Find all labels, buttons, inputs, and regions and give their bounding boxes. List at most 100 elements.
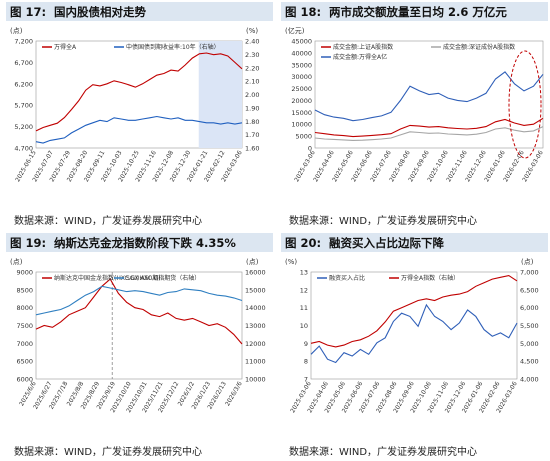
plot-frame <box>310 271 518 380</box>
chart-title: 融资买入占比边际下降 <box>329 236 444 250</box>
chart-title: 纳斯达克金龙指数阶段下跌 4.35% <box>54 236 236 250</box>
y-left-tick: 35000 <box>291 61 312 69</box>
y-right-tick: 6,000 <box>520 304 539 312</box>
y-right-tick: 4,500 <box>520 358 539 366</box>
y-left-tick: 10000 <box>291 121 312 129</box>
y-right-tick: 10000 <box>245 376 266 384</box>
panel-fig20: 图 20: 融资买入占比边际下降 (%) (点) 13 12 11 10 9 8 7 7,000 6… <box>281 233 548 459</box>
y-right-tick: 11000 <box>245 358 266 366</box>
y-left-tick: 20000 <box>291 97 312 105</box>
legend-label: 万得全A <box>54 43 77 51</box>
y-left-tick: 5,200 <box>14 123 33 131</box>
y-left-tick: 10 <box>300 322 308 330</box>
fig-number: 图 17: <box>10 5 47 19</box>
left-unit: (%) <box>285 258 297 266</box>
series-line-1 <box>35 285 243 316</box>
y-left-tick: 4,700 <box>14 145 33 153</box>
plot-frame <box>35 271 243 380</box>
series-line-2 <box>314 71 544 122</box>
series-line-1 <box>310 275 518 348</box>
series-line-0 <box>35 278 243 345</box>
y-left-tick: 11 <box>300 304 308 312</box>
y-left-tick: 9000 <box>16 269 33 277</box>
source-note: 数据来源：WIND，广发证券发展研究中心 <box>14 216 203 227</box>
y-right-tick: 7,000 <box>520 269 539 277</box>
header-fig20: 图 20: 融资买入占比边际下降 <box>281 233 548 252</box>
y-right-tick: 2.20 <box>245 64 259 72</box>
chart-title: 两市成交额放量至日均 2.6 万亿元 <box>329 5 507 19</box>
plot-frame <box>314 40 544 149</box>
y-right-tick: 13000 <box>245 322 266 330</box>
series-line-0 <box>35 52 243 132</box>
shaded-period <box>198 41 242 148</box>
y-left-tick: 45000 <box>291 38 312 46</box>
source-note: 数据来源：WIND，广发证券发展研究中心 <box>14 447 203 458</box>
chart-fig18: (亿元) 45000 40000 35000 30000 25000 20000 15000 1… <box>285 26 545 183</box>
y-right-tick: 14000 <box>245 304 266 312</box>
fig-number: 图 18: <box>285 5 322 19</box>
y-right-tick: 2.30 <box>245 51 259 59</box>
left-unit: (亿元) <box>285 26 305 35</box>
highlight-ellipse <box>508 50 542 159</box>
y-left-tick: 6000 <box>16 376 33 384</box>
source-note: 数据来源：WIND，广发证券发展研究中心 <box>289 447 478 458</box>
header-fig17: 图 17: 国内股债相对走势 <box>6 2 273 21</box>
right-unit: (点) <box>246 258 259 266</box>
y-right-tick: 1.90 <box>245 104 259 112</box>
series-line-0 <box>314 117 544 138</box>
series-line-1 <box>314 126 544 141</box>
y-right-tick: 5,500 <box>520 322 539 330</box>
y-right-tick: 5,000 <box>520 340 539 348</box>
panel-fig17: 图 17: 国内股债相对走势 (点) (%) 7,200 6,700 6,200 5,70… <box>6 2 273 228</box>
y-right-tick: 6,500 <box>520 286 539 294</box>
y-left-tick: 7,200 <box>14 38 33 46</box>
y-right-tick: 1.60 <box>245 145 259 153</box>
header-fig18: 图 18: 两市成交额放量至日均 2.6 万亿元 <box>281 2 548 21</box>
y-left-tick: 12 <box>300 286 308 294</box>
left-unit: (点) <box>10 258 23 266</box>
y-right-tick: 12000 <box>245 340 266 348</box>
y-left-tick: 6,200 <box>14 80 33 88</box>
y-left-tick: 15000 <box>291 109 312 117</box>
legend-label: 融资买入占比 <box>329 274 365 282</box>
panel-fig18: 图 18: 两市成交额放量至日均 2.6 万亿元 (亿元) 45000 40000 3… <box>281 2 548 228</box>
y-left-tick: 7500 <box>16 322 33 330</box>
chart-fig17: (点) (%) 7,200 6,700 6,200 5,700 5,200 4,700 2.40… <box>10 27 259 183</box>
legend-label: 成交金额:深证成份A股指数 <box>443 43 515 51</box>
y-left-tick: 5000 <box>295 133 312 141</box>
y-left-tick: 7 <box>304 376 308 384</box>
y-left-tick: 9 <box>304 340 308 348</box>
y-left-tick: 0 <box>308 145 312 153</box>
legend-label: 成交金额:上证A股指数 <box>333 43 393 51</box>
y-left-tick: 8500 <box>16 286 33 294</box>
y-left-tick: 25000 <box>291 85 312 93</box>
y-left-tick: 6500 <box>16 358 33 366</box>
y-left-tick: 13 <box>300 269 308 277</box>
legend-label: SGX A50期指期货（右轴） <box>126 274 200 282</box>
y-left-tick: 8000 <box>16 304 33 312</box>
source-note: 数据来源：WIND，广发证券发展研究中心 <box>289 216 478 227</box>
y-left-tick: 7000 <box>16 340 33 348</box>
series-line-0 <box>310 303 518 364</box>
chart-fig19: (点) (点) 9000 8500 8000 7500 7000 6500 6000 16000 1… <box>10 258 266 414</box>
y-right-tick: 2.10 <box>245 78 259 86</box>
left-unit: (点) <box>10 27 23 35</box>
y-right-tick: 16000 <box>245 269 266 277</box>
legend-label: 成交金额:万得全A亿 <box>333 53 387 61</box>
header-fig19: 图 19: 纳斯达克金龙指数阶段下跌 4.35% <box>6 233 273 252</box>
fig-number: 图 20: <box>285 236 322 250</box>
chart-title: 国内股债相对走势 <box>54 5 146 19</box>
y-left-tick: 5,700 <box>14 102 33 110</box>
y-left-tick: 8 <box>304 358 308 366</box>
y-right-tick: 2.40 <box>245 38 259 46</box>
y-right-tick: 15000 <box>245 286 266 294</box>
y-right-tick: 1.80 <box>245 118 259 126</box>
legend-label: 中债国债到期收益率:10年（右轴） <box>126 43 220 51</box>
y-left-tick: 30000 <box>291 73 312 81</box>
legend-label: 万得全A指数（右轴） <box>401 274 459 282</box>
y-right-tick: 4,000 <box>520 376 539 384</box>
y-left-tick: 6,700 <box>14 59 33 67</box>
legend-label: 纳斯达克中国金龙指数(HXC.GI)HXC.GI <box>54 274 160 282</box>
y-right-tick: 2.00 <box>245 91 259 99</box>
panel-fig19: 图 19: 纳斯达克金龙指数阶段下跌 4.35% (点) (点) 9000 8500 8… <box>6 233 273 459</box>
